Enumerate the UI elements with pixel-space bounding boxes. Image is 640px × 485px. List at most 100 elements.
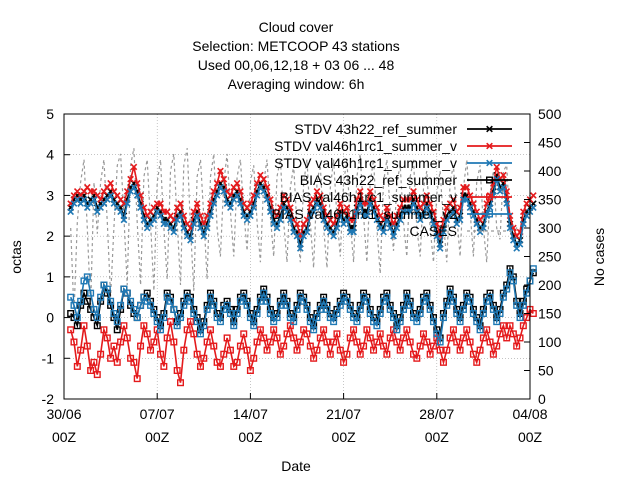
point-marker <box>203 305 211 313</box>
point-marker <box>157 326 165 334</box>
legend-label: BIAS val46h1rc1_summer_v <box>280 189 457 205</box>
point-marker <box>513 301 521 309</box>
point-marker <box>276 301 284 309</box>
point-marker <box>330 338 338 346</box>
point-marker <box>503 285 511 293</box>
point-marker <box>443 301 451 309</box>
point-marker <box>290 318 298 326</box>
point-marker <box>486 142 493 150</box>
point-marker <box>410 200 417 207</box>
y2-tick-label: 200 <box>538 277 562 293</box>
point-marker <box>479 310 487 318</box>
point-marker <box>80 322 88 330</box>
point-marker <box>493 318 501 326</box>
point-marker <box>267 208 274 216</box>
point-marker <box>260 334 268 342</box>
point-marker <box>320 297 328 305</box>
point-marker <box>253 192 261 199</box>
point-marker <box>303 228 311 236</box>
point-marker <box>263 196 271 203</box>
point-marker <box>103 334 111 342</box>
point-marker <box>100 326 108 334</box>
point-marker <box>147 301 155 309</box>
point-marker <box>529 192 537 199</box>
point-marker <box>443 346 451 354</box>
point-marker <box>150 338 158 346</box>
x-tick-label-hour: 00Z <box>145 429 170 445</box>
point-marker <box>150 216 158 224</box>
point-marker <box>186 297 194 305</box>
point-marker <box>273 314 281 322</box>
point-marker <box>316 204 324 212</box>
point-marker <box>283 196 291 203</box>
point-marker <box>393 224 401 232</box>
x-tick-label-hour: 00Z <box>518 429 543 445</box>
point-marker <box>466 297 474 305</box>
point-marker <box>426 212 434 220</box>
point-marker <box>253 338 261 346</box>
point-marker <box>263 297 271 305</box>
point-marker <box>356 305 364 313</box>
point-marker <box>396 346 404 354</box>
point-marker <box>246 367 254 375</box>
point-marker <box>346 305 354 313</box>
point-marker <box>303 330 311 338</box>
y-tick-label: 3 <box>46 187 54 203</box>
point-marker <box>196 330 204 338</box>
point-marker <box>459 334 467 342</box>
point-marker <box>243 346 251 354</box>
point-marker <box>376 330 384 338</box>
legend-label: STDV val46h1rc1_summer_v <box>274 155 457 171</box>
point-marker <box>186 318 194 326</box>
point-marker <box>233 358 241 366</box>
point-marker <box>283 208 291 216</box>
point-marker <box>167 318 175 326</box>
point-marker <box>503 334 511 342</box>
point-marker <box>486 193 494 201</box>
point-marker <box>193 350 201 358</box>
point-marker <box>293 220 301 228</box>
point-marker <box>350 326 358 334</box>
point-marker <box>123 200 131 207</box>
point-marker <box>370 208 377 216</box>
point-marker <box>480 224 487 232</box>
point-marker <box>426 350 434 358</box>
point-marker <box>90 196 98 203</box>
point-marker <box>353 318 361 326</box>
point-marker <box>423 204 431 212</box>
point-marker <box>240 293 248 301</box>
point-marker <box>283 330 291 338</box>
point-marker <box>320 326 328 334</box>
point-marker <box>366 187 374 195</box>
y-tick-label: -2 <box>42 391 55 407</box>
point-marker <box>300 297 308 305</box>
point-marker <box>323 338 331 346</box>
point-marker <box>263 346 271 354</box>
point-marker <box>456 346 464 354</box>
title-line-2: Selection: METCOOP 43 stations <box>192 38 400 54</box>
point-marker <box>83 273 91 281</box>
point-marker <box>476 346 484 354</box>
point-marker <box>363 326 371 334</box>
axes: -2-1012345050100150200250300350400450500… <box>42 106 562 445</box>
point-marker <box>509 330 517 338</box>
point-marker <box>240 330 248 338</box>
point-marker <box>439 358 447 366</box>
point-marker <box>529 265 537 273</box>
point-marker <box>469 350 477 358</box>
point-marker <box>117 208 124 216</box>
point-marker <box>489 350 497 358</box>
series-4 <box>67 305 537 387</box>
point-marker <box>419 330 427 338</box>
point-marker <box>406 301 414 309</box>
point-marker <box>193 318 201 326</box>
point-marker <box>463 326 471 334</box>
point-marker <box>310 208 318 216</box>
point-marker <box>113 318 121 326</box>
point-marker <box>473 358 481 366</box>
point-marker <box>436 346 444 354</box>
point-marker <box>260 289 268 297</box>
point-marker <box>429 342 437 350</box>
y2-tick-label: 250 <box>538 249 562 265</box>
